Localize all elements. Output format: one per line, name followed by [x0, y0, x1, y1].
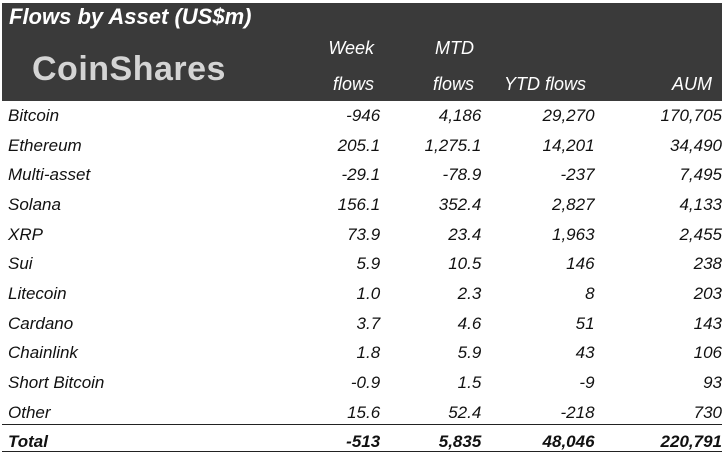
header-mtd-line1: MTD: [435, 38, 474, 58]
mtd-value: 52.4: [448, 402, 482, 422]
mtd-value: -78.9: [442, 165, 482, 185]
mtd-value: 23.4: [448, 224, 482, 244]
asset-name: Solana: [8, 194, 61, 214]
table-row: Litecoin 1.0 2.3 8 203: [2, 279, 722, 309]
week-value: 156.1: [337, 194, 381, 214]
mtd-value: 5.9: [457, 343, 482, 363]
ytd-value: 2,827: [552, 194, 595, 214]
table-row: Solana 156.1 352.4 2,827 4,133: [2, 190, 722, 220]
week-value: 1.0: [356, 283, 381, 303]
asset-name: Chainlink: [8, 343, 78, 363]
header-ytd: YTD flows: [503, 74, 586, 94]
header-mtd-line2: flows: [432, 74, 474, 94]
ytd-value: 1,963: [552, 224, 595, 244]
ytd-value: 8: [585, 283, 595, 303]
aum-value: 93: [703, 373, 722, 393]
table-row: Multi-asset -29.1 -78.9 -237 7,495: [2, 160, 722, 190]
ytd-value: -9: [579, 373, 595, 393]
aum-value: 2,455: [679, 224, 722, 244]
ytd-value: 51: [575, 313, 595, 333]
ytd-value: -237: [560, 165, 595, 185]
ytd-value: 43: [575, 343, 595, 363]
aum-value: 7,495: [679, 165, 722, 185]
asset-name: Other: [8, 402, 51, 422]
table-row: Short Bitcoin -0.9 1.5 -9 93: [2, 368, 722, 398]
week-value: -513: [346, 432, 381, 452]
ytd-value: 146: [566, 254, 595, 274]
table-row: Bitcoin -946 4,186 29,270 170,705: [2, 101, 722, 131]
aum-value: 170,705: [660, 105, 722, 125]
aum-value: 203: [693, 283, 722, 303]
coinshares-logo: CoinShares: [32, 50, 226, 88]
asset-name: Bitcoin: [8, 105, 60, 125]
mtd-value: 2.3: [457, 283, 482, 303]
table-row: Sui 5.9 10.5 146 238: [2, 249, 722, 279]
aum-value: 34,490: [670, 135, 722, 155]
header-week-line1: Week: [328, 38, 374, 58]
aum-value: 4,133: [679, 194, 722, 214]
asset-name: XRP: [8, 224, 43, 244]
total-row: Total -513 5,835 48,046 220,791: [2, 428, 722, 457]
week-value: 3.7: [356, 313, 381, 333]
asset-name: Multi-asset: [8, 165, 91, 185]
table-title: Flows by Asset (US$m): [9, 4, 252, 29]
table-row: XRP 73.9 23.4 1,963 2,455: [2, 220, 722, 250]
asset-name: Litecoin: [8, 283, 67, 303]
mtd-value: 1.5: [457, 373, 482, 393]
aum-value: 220,791: [660, 432, 722, 452]
flows-table-body: Bitcoin -946 4,186 29,270 170,705 Ethereum 205…: [2, 101, 722, 457]
week-value: -29.1: [341, 165, 381, 185]
week-value: 205.1: [337, 135, 381, 155]
asset-name: Short Bitcoin: [8, 373, 105, 393]
asset-name: Sui: [8, 254, 33, 274]
mtd-value: 5,835: [438, 432, 482, 452]
aum-value: 730: [693, 402, 722, 422]
header-week-line2: flows: [332, 74, 374, 94]
asset-name: Cardano: [8, 313, 74, 333]
week-value: 73.9: [347, 224, 381, 244]
asset-name: Total: [8, 432, 48, 452]
week-value: 5.9: [356, 254, 381, 274]
mtd-value: 4,186: [438, 105, 482, 125]
table-row: Other 15.6 52.4 -218 730: [2, 398, 722, 428]
asset-name: Ethereum: [8, 135, 82, 155]
total-divider-top: [2, 424, 722, 425]
week-value: 15.6: [347, 402, 381, 422]
aum-value: 238: [693, 254, 722, 274]
mtd-value: 10.5: [448, 254, 482, 274]
ytd-value: 29,270: [542, 105, 595, 125]
title-bar: Flows by Asset (US$m): [2, 3, 722, 31]
table-row: Ethereum 205.1 1,275.1 14,201 34,490: [2, 131, 722, 161]
table-row: Cardano 3.7 4.6 51 143: [2, 309, 722, 339]
ytd-value: 48,046: [542, 432, 595, 452]
ytd-value: -218: [560, 402, 595, 422]
week-value: 1.8: [356, 343, 381, 363]
header-aum: AUM: [672, 74, 712, 94]
ytd-value: 14,201: [542, 135, 595, 155]
header-bar: CoinShares Week flows MTD flows YTD flow…: [2, 31, 722, 101]
mtd-value: 1,275.1: [424, 135, 482, 155]
mtd-value: 352.4: [438, 194, 482, 214]
mtd-value: 4.6: [457, 313, 482, 333]
aum-value: 106: [693, 343, 722, 363]
flows-table: Bitcoin -946 4,186 29,270 170,705 Ethereum 205…: [2, 101, 722, 457]
aum-value: 143: [693, 313, 722, 333]
table-row: Chainlink 1.8 5.9 43 106: [2, 339, 722, 369]
week-value: -946: [346, 105, 381, 125]
week-value: -0.9: [350, 373, 381, 393]
